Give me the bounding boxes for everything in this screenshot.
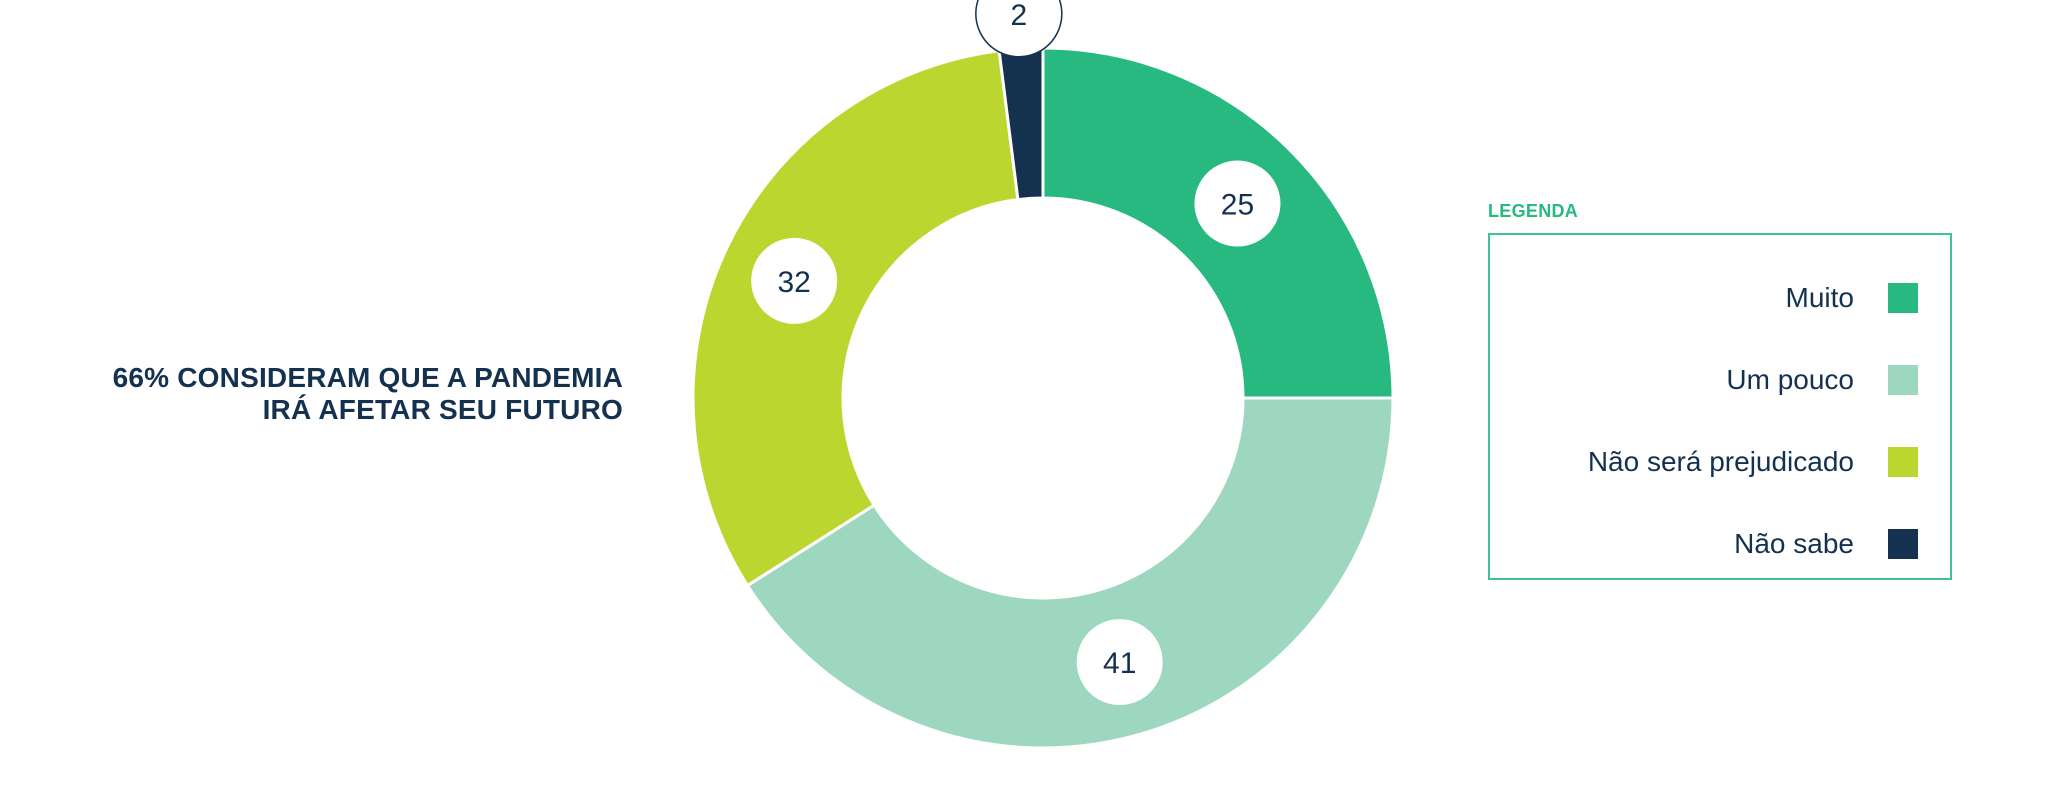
data-label-bubble: 41 — [1076, 619, 1163, 706]
legend-label: Não será prejudicado — [1587, 446, 1854, 477]
headline-line-2: IRÁ AFETAR SEU FUTURO — [262, 394, 623, 425]
legend: Muito Um pouco Não será prejudicado Não sab… — [1488, 233, 1952, 580]
legend-label: Não sabe — [1734, 528, 1854, 559]
donut-slice-um-pouco — [745, 396, 1395, 750]
data-label: 32 — [777, 266, 810, 299]
data-label: 25 — [1221, 189, 1254, 222]
legend-label: Muito — [1785, 282, 1854, 313]
legend-swatch — [1888, 447, 1918, 477]
data-label-bubble: 25 — [1194, 160, 1281, 247]
data-label: 2 — [1010, 0, 1027, 32]
legend-item: Não sabe — [1734, 524, 1918, 564]
legend-item: Não será prejudicado — [1588, 442, 1918, 482]
data-label-bubble: 2 — [975, 0, 1063, 58]
legend-swatch — [1888, 283, 1918, 313]
legend-swatch — [1888, 529, 1918, 559]
headline-line-1: 66% CONSIDERAM QUE A PANDEMIA — [112, 362, 623, 393]
legend-item: Um pouco — [1726, 360, 1918, 400]
data-label-bubble: 32 — [751, 237, 838, 324]
data-label: 41 — [1103, 647, 1136, 680]
legend-swatch — [1888, 365, 1918, 395]
donut-slice-nao-sera-prejudicado — [691, 49, 1020, 588]
legend-title: LEGENDA — [1488, 201, 1579, 221]
legend-item: Muito — [1786, 278, 1918, 318]
chart-headline: 66% CONSIDERAM QUE A PANDEMIA IRÁ AFETAR… — [113, 362, 623, 426]
legend-label: Um pouco — [1726, 364, 1854, 395]
